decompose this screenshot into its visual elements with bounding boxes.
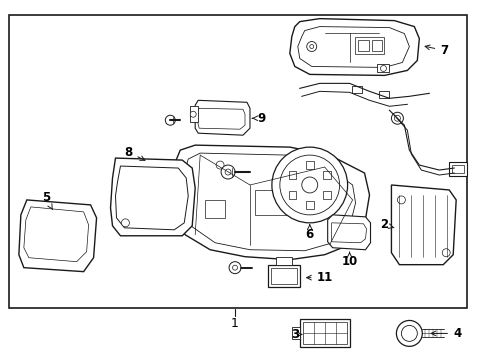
Text: 6: 6 [305, 225, 313, 241]
Bar [379, 91, 388, 98]
Bar [275, 257, 291, 265]
Text: 4: 4 [430, 327, 460, 340]
Bar [299, 319, 349, 347]
Circle shape [390, 112, 403, 124]
Circle shape [394, 115, 400, 121]
Bar [354, 37, 384, 54]
Bar [448, 162, 466, 176]
Polygon shape [327, 215, 370, 250]
Bar [190, 106, 198, 122]
Circle shape [121, 219, 129, 227]
Circle shape [325, 176, 333, 184]
Circle shape [228, 262, 241, 274]
Circle shape [309, 45, 313, 49]
Bar [351, 86, 361, 93]
Circle shape [396, 320, 422, 346]
Text: 7: 7 [424, 44, 447, 57]
Circle shape [306, 41, 316, 51]
Bar [302, 323, 346, 345]
Circle shape [441, 249, 449, 257]
Bar [254, 190, 289, 215]
Polygon shape [115, 166, 188, 230]
Circle shape [221, 165, 235, 179]
Circle shape [232, 265, 237, 270]
Bar [371, 40, 382, 51]
Text: 10: 10 [341, 252, 357, 268]
Bar [323, 171, 330, 179]
Bar [305, 201, 313, 209]
Polygon shape [180, 153, 355, 251]
Polygon shape [195, 100, 249, 135]
Bar [305, 161, 313, 169]
Text: 1: 1 [231, 317, 239, 330]
Bar [270, 268, 296, 284]
Circle shape [397, 196, 405, 204]
Bar [9, 15, 466, 307]
Circle shape [271, 147, 347, 223]
Bar [299, 195, 324, 215]
Polygon shape [19, 200, 96, 272]
Text: 5: 5 [41, 192, 53, 210]
Polygon shape [197, 108, 244, 129]
Polygon shape [390, 185, 455, 265]
Circle shape [216, 161, 224, 169]
Bar [357, 40, 368, 51]
Polygon shape [331, 223, 366, 243]
Circle shape [335, 226, 343, 234]
Polygon shape [110, 158, 195, 236]
Polygon shape [24, 207, 88, 262]
Bar [291, 328, 299, 339]
Bar [377, 64, 388, 72]
Bar [205, 200, 224, 218]
Circle shape [301, 177, 317, 193]
Circle shape [190, 111, 196, 117]
Bar [267, 265, 299, 287]
Text: 8: 8 [124, 145, 144, 160]
Polygon shape [297, 27, 408, 67]
Text: 9: 9 [252, 112, 265, 125]
Text: 11: 11 [306, 271, 332, 284]
Polygon shape [289, 19, 419, 75]
Text: 2: 2 [380, 218, 393, 231]
Bar [288, 191, 296, 199]
Circle shape [401, 325, 416, 341]
Circle shape [380, 66, 386, 71]
Text: 3: 3 [290, 328, 301, 341]
Bar [323, 191, 330, 199]
Circle shape [224, 169, 230, 175]
Bar [451, 165, 463, 173]
Circle shape [165, 115, 175, 125]
Circle shape [279, 155, 339, 215]
Bar [288, 171, 296, 179]
Polygon shape [170, 145, 369, 260]
